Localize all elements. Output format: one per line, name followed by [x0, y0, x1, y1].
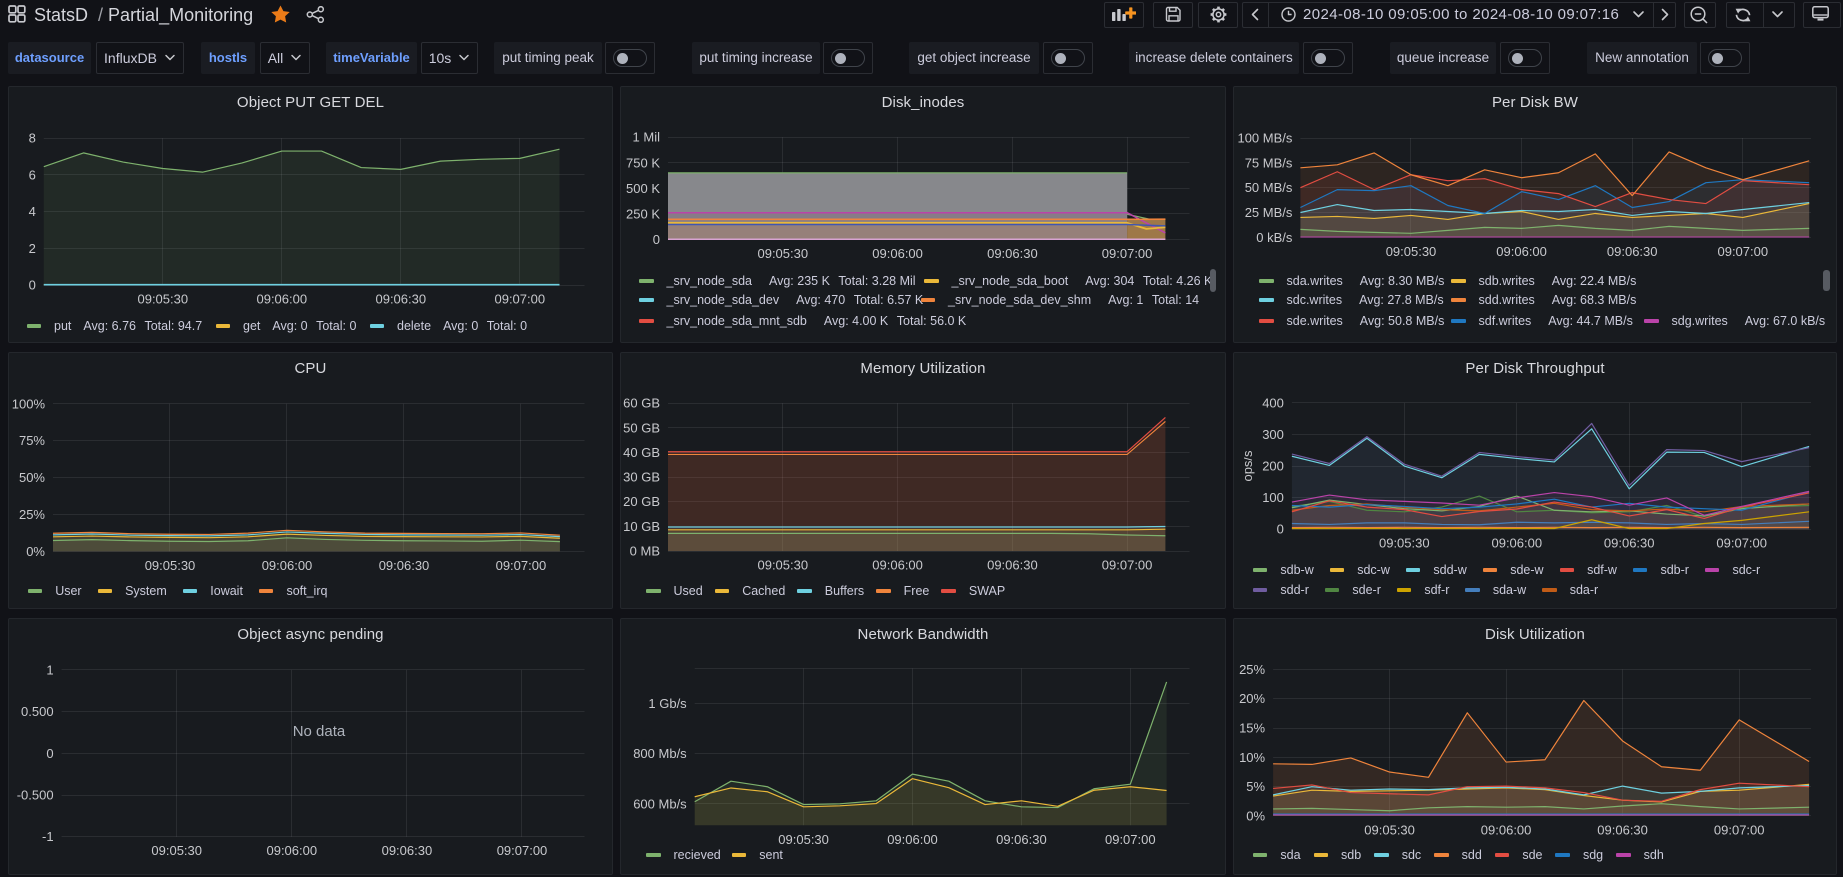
svg-text:09:07:00: 09:07:00: [1105, 832, 1156, 847]
svg-text:100: 100: [1262, 490, 1284, 505]
svg-text:25%: 25%: [1239, 662, 1265, 677]
svg-text:50 MB/s: 50 MB/s: [1245, 180, 1293, 195]
svg-text:4: 4: [29, 204, 36, 219]
svg-text:09:06:30: 09:06:30: [987, 246, 1038, 261]
svg-text:09:05:30: 09:05:30: [151, 843, 202, 858]
svg-text:0%: 0%: [1246, 809, 1265, 824]
svg-text:09:06:30: 09:06:30: [1597, 823, 1648, 838]
svg-text:10 GB: 10 GB: [623, 519, 660, 534]
svg-text:400: 400: [1262, 395, 1284, 410]
svg-text:09:07:00: 09:07:00: [496, 558, 547, 573]
svg-text:09:06:00: 09:06:00: [266, 843, 317, 858]
svg-text:-0.500: -0.500: [17, 788, 54, 803]
svg-text:750 K: 750 K: [626, 155, 660, 170]
svg-text:09:07:00: 09:07:00: [494, 292, 545, 307]
svg-text:6: 6: [29, 167, 36, 182]
svg-text:0 MB: 0 MB: [630, 544, 660, 559]
svg-text:20 GB: 20 GB: [623, 494, 660, 509]
svg-text:250 K: 250 K: [626, 206, 660, 221]
svg-text:500 K: 500 K: [626, 181, 660, 196]
svg-text:09:06:30: 09:06:30: [1607, 244, 1658, 259]
svg-text:0: 0: [653, 232, 660, 247]
svg-text:10%: 10%: [1239, 750, 1265, 765]
svg-text:09:06:30: 09:06:30: [382, 843, 433, 858]
svg-text:0: 0: [46, 746, 53, 761]
svg-text:300: 300: [1262, 427, 1284, 442]
svg-text:09:06:00: 09:06:00: [1491, 536, 1542, 551]
svg-text:09:06:00: 09:06:00: [1481, 823, 1532, 838]
svg-text:09:06:30: 09:06:30: [375, 292, 426, 307]
svg-text:30 GB: 30 GB: [623, 470, 660, 485]
svg-text:600 Mb/s: 600 Mb/s: [633, 796, 687, 811]
svg-text:2: 2: [29, 241, 36, 256]
svg-text:09:07:00: 09:07:00: [1716, 536, 1767, 551]
svg-text:0%: 0%: [26, 544, 45, 559]
svg-text:1: 1: [46, 662, 53, 677]
svg-text:25 MB/s: 25 MB/s: [1245, 205, 1293, 220]
svg-text:09:05:30: 09:05:30: [757, 558, 808, 573]
svg-text:40 GB: 40 GB: [623, 445, 660, 460]
svg-text:09:05:30: 09:05:30: [778, 832, 829, 847]
svg-text:-1: -1: [42, 829, 54, 844]
svg-text:25%: 25%: [19, 507, 45, 522]
svg-text:200: 200: [1262, 459, 1284, 474]
svg-text:100 MB/s: 100 MB/s: [1237, 131, 1292, 146]
svg-text:20%: 20%: [1239, 691, 1265, 706]
svg-text:09:06:00: 09:06:00: [887, 832, 938, 847]
svg-text:8: 8: [29, 131, 36, 146]
svg-text:09:05:30: 09:05:30: [1386, 244, 1437, 259]
svg-text:75%: 75%: [19, 433, 45, 448]
svg-text:60 GB: 60 GB: [623, 396, 660, 411]
svg-text:800 Mb/s: 800 Mb/s: [633, 746, 687, 761]
svg-text:09:06:30: 09:06:30: [996, 832, 1047, 847]
svg-text:50 GB: 50 GB: [623, 420, 660, 435]
svg-text:09:05:30: 09:05:30: [1379, 536, 1430, 551]
svg-text:09:06:00: 09:06:00: [872, 246, 923, 261]
svg-text:0: 0: [29, 278, 36, 293]
svg-text:09:07:00: 09:07:00: [1102, 246, 1153, 261]
svg-text:15%: 15%: [1239, 721, 1265, 736]
svg-text:09:06:00: 09:06:00: [872, 558, 923, 573]
svg-text:09:07:00: 09:07:00: [1714, 823, 1765, 838]
svg-text:09:05:30: 09:05:30: [1364, 823, 1415, 838]
svg-text:ops/s: ops/s: [1244, 450, 1255, 482]
svg-text:09:05:30: 09:05:30: [145, 558, 196, 573]
svg-text:0.500: 0.500: [21, 704, 54, 719]
svg-text:09:05:30: 09:05:30: [757, 246, 808, 261]
svg-text:09:07:00: 09:07:00: [497, 843, 548, 858]
svg-text:09:06:00: 09:06:00: [1496, 244, 1547, 259]
svg-text:5%: 5%: [1246, 779, 1265, 794]
svg-text:09:05:30: 09:05:30: [137, 292, 188, 307]
svg-text:50%: 50%: [19, 470, 45, 485]
svg-text:1 Mil: 1 Mil: [633, 130, 661, 145]
svg-text:09:07:00: 09:07:00: [1717, 244, 1768, 259]
svg-text:100%: 100%: [12, 396, 46, 411]
svg-text:09:06:30: 09:06:30: [1604, 536, 1655, 551]
svg-text:0: 0: [1277, 522, 1284, 537]
svg-text:75 MB/s: 75 MB/s: [1245, 155, 1293, 170]
svg-text:09:06:30: 09:06:30: [379, 558, 430, 573]
svg-text:09:06:00: 09:06:00: [262, 558, 313, 573]
svg-text:09:06:30: 09:06:30: [987, 558, 1038, 573]
svg-text:09:06:00: 09:06:00: [256, 292, 307, 307]
svg-text:09:07:00: 09:07:00: [1102, 558, 1153, 573]
svg-text:1 Gb/s: 1 Gb/s: [648, 696, 687, 711]
svg-text:0 kB/s: 0 kB/s: [1256, 230, 1293, 245]
